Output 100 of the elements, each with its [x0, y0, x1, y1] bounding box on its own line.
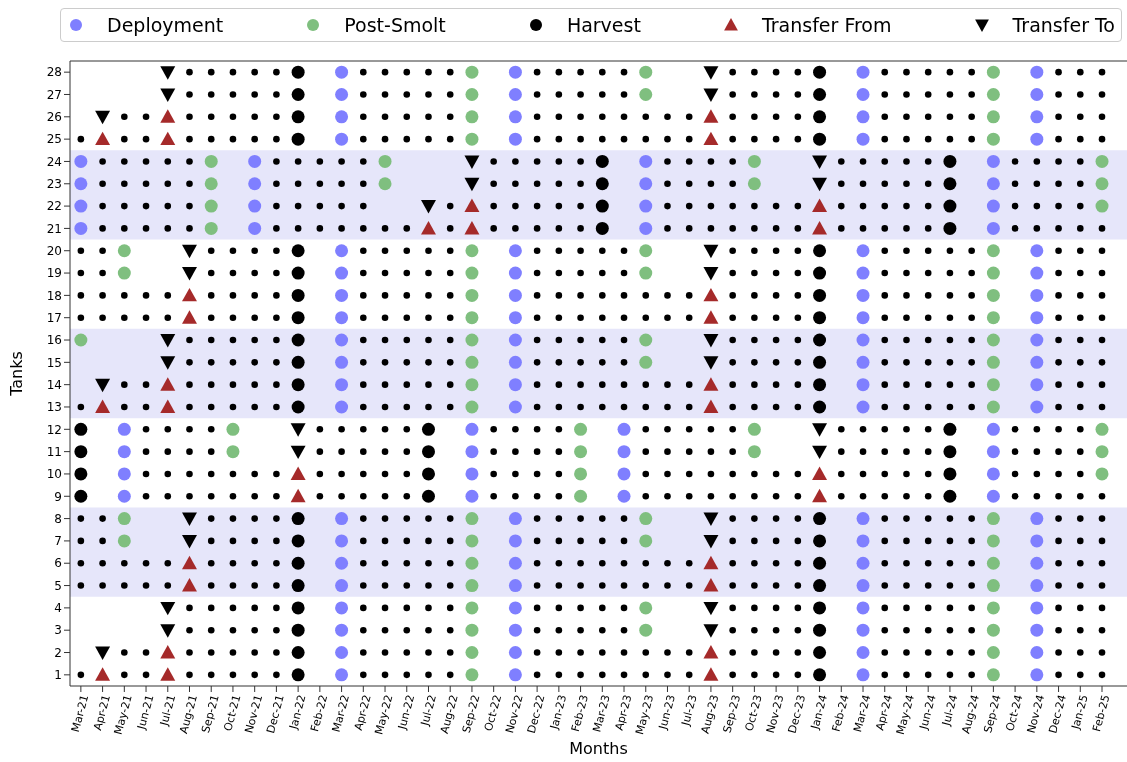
point — [729, 202, 736, 210]
point — [1076, 448, 1084, 455]
point — [1076, 292, 1084, 299]
point — [968, 582, 975, 589]
point — [664, 202, 671, 210]
y-tick-label: 1 — [54, 668, 62, 683]
point — [642, 470, 650, 478]
point — [881, 381, 889, 388]
point — [729, 180, 736, 188]
point — [642, 426, 650, 433]
point — [642, 292, 650, 299]
point — [77, 671, 85, 679]
point — [186, 180, 193, 188]
point — [229, 336, 237, 344]
point — [229, 113, 237, 121]
x-tick-label: Jan-23 — [547, 693, 570, 732]
y-tick-label: 12 — [46, 422, 62, 437]
point — [599, 359, 606, 366]
point — [1076, 135, 1084, 143]
point — [142, 225, 150, 232]
point — [77, 559, 85, 567]
x-tick-label: Aug-23 — [698, 693, 722, 735]
point — [291, 534, 305, 548]
point — [881, 582, 889, 589]
point — [903, 225, 910, 232]
point — [1098, 604, 1106, 612]
point — [164, 559, 172, 567]
point — [577, 582, 584, 589]
point — [207, 626, 215, 634]
point — [446, 68, 454, 76]
point — [664, 225, 671, 232]
point — [1033, 426, 1041, 433]
point — [360, 448, 367, 455]
point — [555, 470, 563, 478]
point — [794, 582, 802, 589]
point — [685, 470, 693, 478]
point — [924, 292, 932, 299]
point — [446, 135, 454, 143]
point — [77, 515, 85, 522]
point — [729, 247, 736, 255]
point — [251, 68, 258, 76]
point — [729, 381, 736, 388]
point — [729, 537, 736, 545]
point — [751, 671, 758, 679]
point — [577, 292, 584, 299]
point — [555, 671, 563, 679]
point — [903, 381, 910, 388]
point — [381, 403, 389, 411]
x-tick-label: Jan-24 — [808, 693, 831, 732]
point — [772, 292, 780, 299]
point — [446, 247, 454, 255]
point — [968, 515, 975, 522]
point — [685, 225, 693, 232]
point — [620, 649, 628, 656]
point — [77, 269, 85, 277]
point — [1055, 359, 1062, 366]
point — [729, 91, 736, 98]
point — [207, 448, 215, 455]
point — [838, 492, 845, 500]
x-tick-label: Apr-22 — [351, 693, 374, 732]
point — [946, 336, 954, 344]
point — [164, 225, 172, 232]
point — [207, 604, 215, 612]
point — [751, 68, 758, 76]
point — [903, 91, 910, 98]
y-tick-label: 21 — [46, 221, 62, 236]
point — [207, 68, 215, 76]
point — [229, 470, 237, 478]
point — [924, 180, 932, 188]
y-tick-label: 11 — [46, 444, 62, 459]
point — [360, 626, 367, 634]
point — [425, 559, 432, 567]
point — [446, 225, 454, 232]
point — [99, 180, 106, 188]
point — [360, 381, 367, 388]
point — [968, 537, 975, 545]
point — [599, 537, 606, 545]
point — [251, 113, 258, 121]
point — [968, 336, 975, 344]
point — [338, 470, 345, 478]
x-tick-label: Jan-25 — [1068, 693, 1091, 732]
point — [620, 247, 628, 255]
point — [121, 202, 128, 210]
point — [729, 448, 736, 455]
point — [620, 537, 628, 545]
point — [207, 492, 215, 500]
point — [599, 269, 606, 277]
point — [794, 202, 802, 210]
point — [381, 582, 389, 589]
point — [555, 314, 563, 321]
point — [512, 492, 519, 500]
point — [903, 247, 910, 255]
point — [403, 559, 411, 567]
point — [751, 269, 758, 277]
x-tick-label: Jun-22 — [395, 693, 418, 732]
point — [599, 91, 606, 98]
point — [381, 113, 389, 121]
point — [555, 403, 563, 411]
point — [360, 515, 367, 522]
point — [599, 582, 606, 589]
